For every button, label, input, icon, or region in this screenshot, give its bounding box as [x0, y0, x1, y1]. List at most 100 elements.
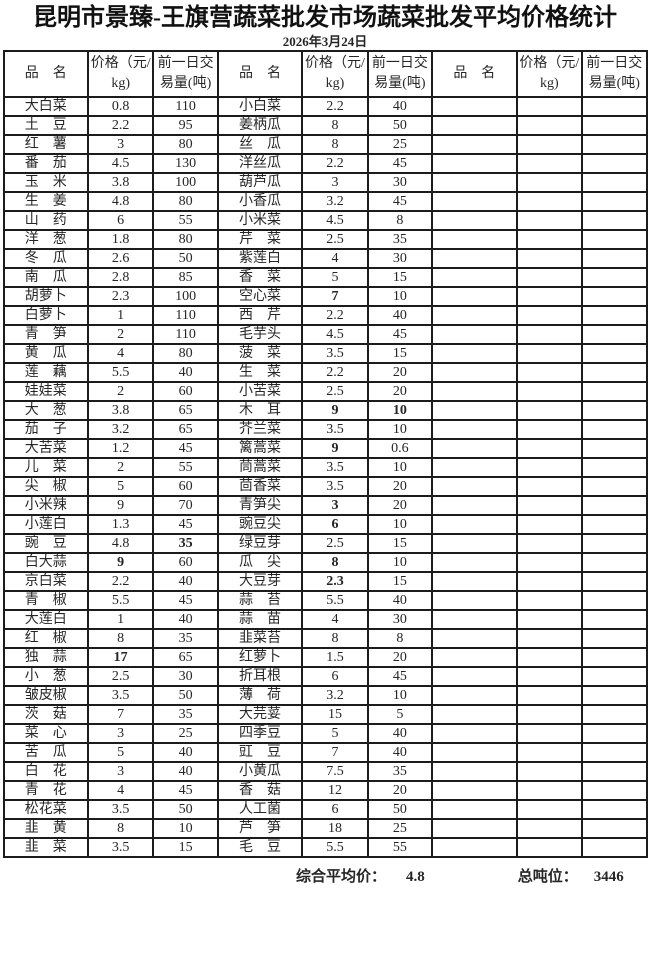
product-name-cell: 大葱 [2, 400, 89, 421]
product-name: 篱蒿菜 [239, 441, 282, 456]
price-cell: 1.8 [86, 229, 155, 250]
price-cell: 4.5 [301, 324, 369, 345]
product-name-cell [431, 191, 518, 212]
product-name-cell: 小黄瓜 [216, 761, 304, 782]
product-name-cell: 独蒜 [2, 647, 89, 668]
price-cell [515, 590, 584, 611]
product-name-cell: 小米辣 [2, 495, 89, 516]
product-name: 瓜尖 [239, 555, 282, 570]
product-name: 茨菇 [24, 707, 67, 722]
price-cell: 2.6 [86, 248, 155, 269]
tonnage-label: 总吨位： [517, 869, 578, 885]
product-name-cell: 山药 [2, 210, 89, 231]
product-name: 京白菜 [24, 574, 67, 589]
product-name-cell: 松花菜 [2, 799, 89, 820]
product-name: 蒜苔 [239, 593, 282, 608]
product-name-cell [431, 134, 518, 155]
volume-cell: 45 [152, 590, 219, 611]
product-name-cell: 白花 [2, 761, 89, 782]
price-cell: 2.2 [301, 96, 369, 117]
price-cell [515, 134, 584, 155]
volume-cell: 30 [366, 172, 434, 193]
price-cell: 2.2 [301, 362, 369, 383]
product-name-cell: 儿菜 [2, 457, 89, 478]
volume-header: 前一日交易量(吨) [366, 50, 434, 98]
product-name: 黄瓜 [24, 346, 67, 361]
product-name: 芹菜 [239, 232, 282, 247]
product-name: 芦笋 [239, 821, 282, 836]
product-name-cell [431, 362, 518, 383]
product-name: 土豆 [24, 118, 67, 133]
price-cell [515, 362, 584, 383]
product-name-cell: 生姜 [2, 191, 89, 212]
table-row: 玉米 3.8 100 葫芦瓜 3 30 [2, 172, 648, 193]
price-cell: 3.5 [301, 457, 369, 478]
volume-cell: 45 [366, 666, 434, 687]
product-name: 冬瓜 [24, 251, 67, 266]
product-name: 红椒 [24, 631, 67, 646]
product-name: 韭黄 [24, 821, 67, 836]
volume-cell: 15 [366, 533, 434, 554]
product-name: 小白菜 [239, 99, 282, 114]
volume-cell [581, 723, 648, 744]
volume-cell [581, 476, 648, 497]
price-cell: 3 [86, 723, 155, 744]
product-name-cell: 红萝卜 [216, 647, 304, 668]
table-row: 尖椒 5 60 茴香菜 3.5 20 [2, 476, 648, 497]
volume-cell: 25 [152, 723, 219, 744]
table-row: 大白菜 0.8 110 小白菜 2.2 40 [2, 96, 648, 117]
price-cell [515, 286, 584, 307]
product-name-cell: 大莲白 [2, 609, 89, 630]
product-name: 洋丝瓜 [239, 156, 282, 171]
price-cell: 5 [301, 267, 369, 288]
volume-cell: 35 [366, 761, 434, 782]
price-cell [515, 419, 584, 440]
product-name: 菠菜 [239, 346, 282, 361]
product-name-cell [431, 381, 518, 402]
table-row: 番茄 4.5 130 洋丝瓜 2.2 45 [2, 153, 648, 174]
price-cell: 2.2 [301, 153, 369, 174]
product-name: 大芫荽 [239, 707, 282, 722]
price-cell [515, 305, 584, 326]
product-name-cell [431, 476, 518, 497]
product-name-cell: 薄荷 [216, 685, 304, 706]
price-cell: 3.5 [86, 685, 155, 706]
product-name: 葫芦瓜 [239, 175, 282, 190]
product-name: 松花菜 [24, 802, 67, 817]
tonnage-value: 3446 [593, 869, 624, 885]
product-name: 青笋尖 [239, 498, 282, 513]
product-name-cell: 折耳根 [216, 666, 304, 687]
product-name-cell: 豌豆 [2, 533, 89, 554]
price-cell: 3.2 [86, 419, 155, 440]
price-cell: 4 [86, 780, 155, 801]
product-name: 莲藕 [24, 365, 67, 380]
price-cell: 2.5 [301, 229, 369, 250]
volume-cell [581, 837, 648, 858]
price-cell [515, 761, 584, 782]
price-cell: 5 [301, 723, 369, 744]
product-name: 青花 [24, 783, 67, 798]
volume-cell: 40 [366, 96, 434, 117]
price-cell: 2.8 [86, 267, 155, 288]
product-name-cell: 苦瓜 [2, 742, 89, 763]
volume-cell [581, 666, 648, 687]
product-name-cell: 洋葱 [2, 229, 89, 250]
volume-cell [581, 96, 648, 117]
product-name-cell: 香菜 [216, 267, 304, 288]
product-name: 四季豆 [239, 726, 282, 741]
volume-cell: 30 [152, 666, 219, 687]
volume-cell: 35 [152, 704, 219, 725]
price-cell [515, 96, 584, 117]
price-cell: 1 [86, 609, 155, 630]
summary-footer: 综合平均价： 4.8 总吨位： 3446 [0, 867, 650, 887]
product-name-cell: 冬瓜 [2, 248, 89, 269]
product-name: 毛豆 [239, 840, 282, 855]
table-row: 小米辣 9 70 青笋尖 3 20 [2, 495, 648, 516]
product-name-cell: 青花 [2, 780, 89, 801]
volume-cell: 130 [152, 153, 219, 174]
price-cell: 4 [86, 343, 155, 364]
product-name-cell: 香菇 [216, 780, 304, 801]
product-name: 绿豆芽 [239, 536, 282, 551]
price-cell [515, 267, 584, 288]
